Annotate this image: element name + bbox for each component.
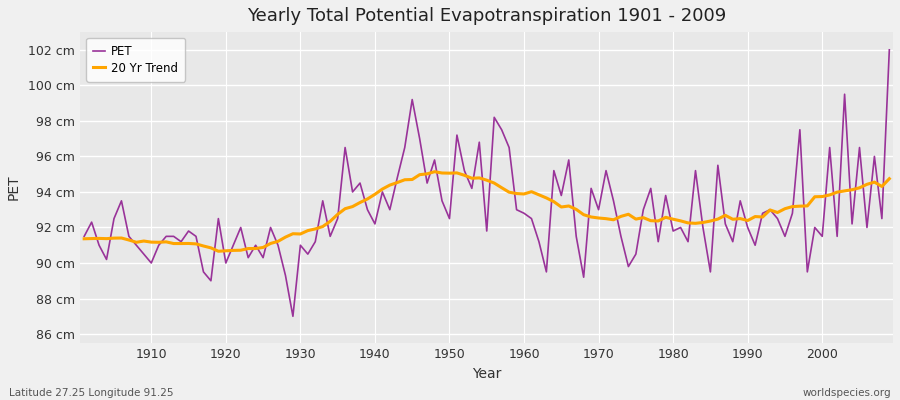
PET — [355, 181, 365, 186]
PET — [518, 211, 529, 216]
Legend: PET, 20 Yr Trend: PET, 20 Yr Trend — [86, 38, 185, 82]
20 Yr Trend — [213, 249, 224, 254]
PET — [79, 234, 90, 239]
PET — [884, 48, 895, 52]
Line: 20 Yr Trend: 20 Yr Trend — [85, 172, 889, 251]
20 Yr Trend — [526, 189, 537, 194]
20 Yr Trend — [623, 212, 634, 217]
Title: Yearly Total Potential Evapotranspiration 1901 - 2009: Yearly Total Potential Evapotranspiratio… — [248, 7, 726, 25]
20 Yr Trend — [139, 239, 149, 244]
Y-axis label: PET: PET — [7, 175, 21, 200]
20 Yr Trend — [534, 192, 544, 197]
PET — [287, 314, 298, 319]
Text: Latitude 27.25 Longitude 91.25: Latitude 27.25 Longitude 91.25 — [9, 388, 174, 398]
Line: PET: PET — [85, 50, 889, 316]
20 Yr Trend — [429, 169, 440, 174]
X-axis label: Year: Year — [472, 367, 501, 381]
PET — [526, 216, 537, 221]
Text: worldspecies.org: worldspecies.org — [803, 388, 891, 398]
20 Yr Trend — [310, 226, 320, 231]
20 Yr Trend — [884, 176, 895, 181]
PET — [310, 239, 320, 244]
20 Yr Trend — [355, 200, 365, 205]
PET — [139, 252, 149, 256]
PET — [616, 234, 626, 239]
20 Yr Trend — [79, 236, 90, 241]
